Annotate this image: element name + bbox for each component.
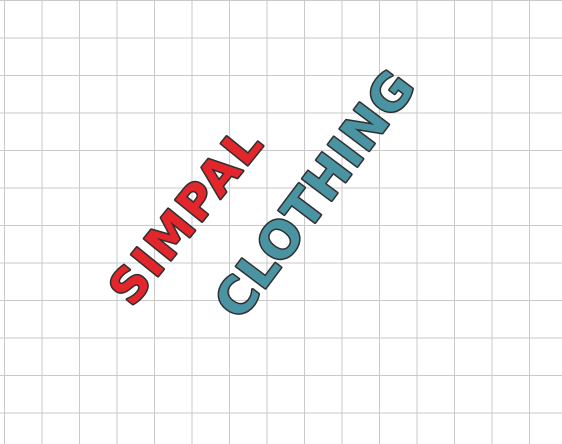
- logo-wordmark: SIMPAL CLOTHING: [97, 57, 428, 330]
- graph-paper-canvas: SIMPAL CLOTHING: [0, 0, 562, 444]
